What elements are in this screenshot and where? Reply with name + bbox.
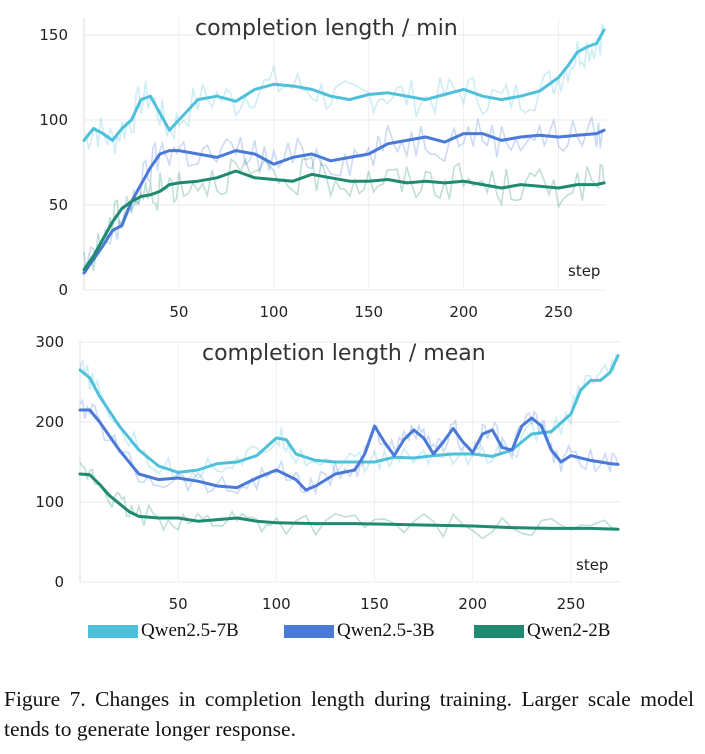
figure-caption: Figure 7. Changes in completion length d… bbox=[4, 687, 694, 741]
legend-swatch-qwen2-2b bbox=[474, 624, 524, 638]
y-tick-label: 200 bbox=[35, 413, 64, 431]
series-raw-qwen2-2b bbox=[79, 461, 619, 540]
y-tick-label: 300 bbox=[35, 333, 64, 351]
series-raw-qwen2.5-3b bbox=[79, 398, 619, 496]
y-tick-label: 50 bbox=[49, 196, 68, 214]
x-tick-label: 50 bbox=[169, 303, 188, 321]
series-raw-qwen2.5-3b bbox=[83, 116, 605, 274]
series-raw-qwen2-2b bbox=[83, 155, 605, 274]
series-raw-qwen2.5-7b bbox=[83, 23, 605, 154]
series-line-qwen2.5-3b bbox=[82, 128, 606, 275]
chart-panel-2: 0 100 200 300 50 100 150 200 250 completion lengt… bbox=[35, 333, 620, 613]
y-tick-label: 0 bbox=[54, 573, 64, 591]
x-tick-label: 150 bbox=[360, 595, 389, 613]
y-tick-label: 150 bbox=[39, 26, 68, 44]
legend-swatch-qwen2.5-7b bbox=[88, 624, 138, 638]
y-tick-label: 100 bbox=[39, 111, 68, 129]
x-tick-label: 200 bbox=[458, 595, 487, 613]
legend: Qwen2.5-7B Qwen2.5-3B Qwen2-2B bbox=[88, 617, 648, 645]
figure-canvas: 0 50 100 150 50 100 150 200 250 completion length… bbox=[35, 16, 620, 613]
x-tick-label: 200 bbox=[449, 303, 478, 321]
x-axis-label: step bbox=[568, 262, 600, 280]
x-tick-label: 250 bbox=[544, 303, 573, 321]
legend-label: Qwen2.5-7B bbox=[141, 620, 239, 641]
legend-label: Qwen2-2B bbox=[527, 620, 611, 641]
x-tick-label: 150 bbox=[354, 303, 383, 321]
x-tick-label: 100 bbox=[259, 303, 288, 321]
legend-swatch-qwen2.5-3b bbox=[284, 624, 334, 638]
series-line-qwen2.5-7b bbox=[82, 28, 606, 142]
x-axis-label: step bbox=[576, 556, 608, 574]
series-line-qwen2-2b bbox=[82, 169, 606, 272]
x-tick-label: 100 bbox=[262, 595, 291, 613]
y-tick-label: 100 bbox=[35, 493, 64, 511]
x-tick-label: 50 bbox=[169, 595, 188, 613]
chart-panel-1: 0 50 100 150 50 100 150 200 250 completion length… bbox=[39, 16, 606, 321]
chart-title: completion length / min bbox=[195, 16, 458, 41]
chart-title: completion length / mean bbox=[202, 341, 486, 366]
legend-item-qwen2.5-7b: Qwen2.5-7B bbox=[88, 617, 239, 645]
legend-label: Qwen2.5-3B bbox=[337, 620, 435, 641]
legend-item-qwen2.5-3b: Qwen2.5-3B bbox=[284, 617, 435, 645]
y-tick-label: 0 bbox=[58, 281, 68, 299]
series-line-qwen2.5-3b bbox=[78, 408, 620, 492]
legend-item-qwen2-2b: Qwen2-2B bbox=[474, 617, 610, 645]
x-tick-label: 250 bbox=[557, 595, 586, 613]
